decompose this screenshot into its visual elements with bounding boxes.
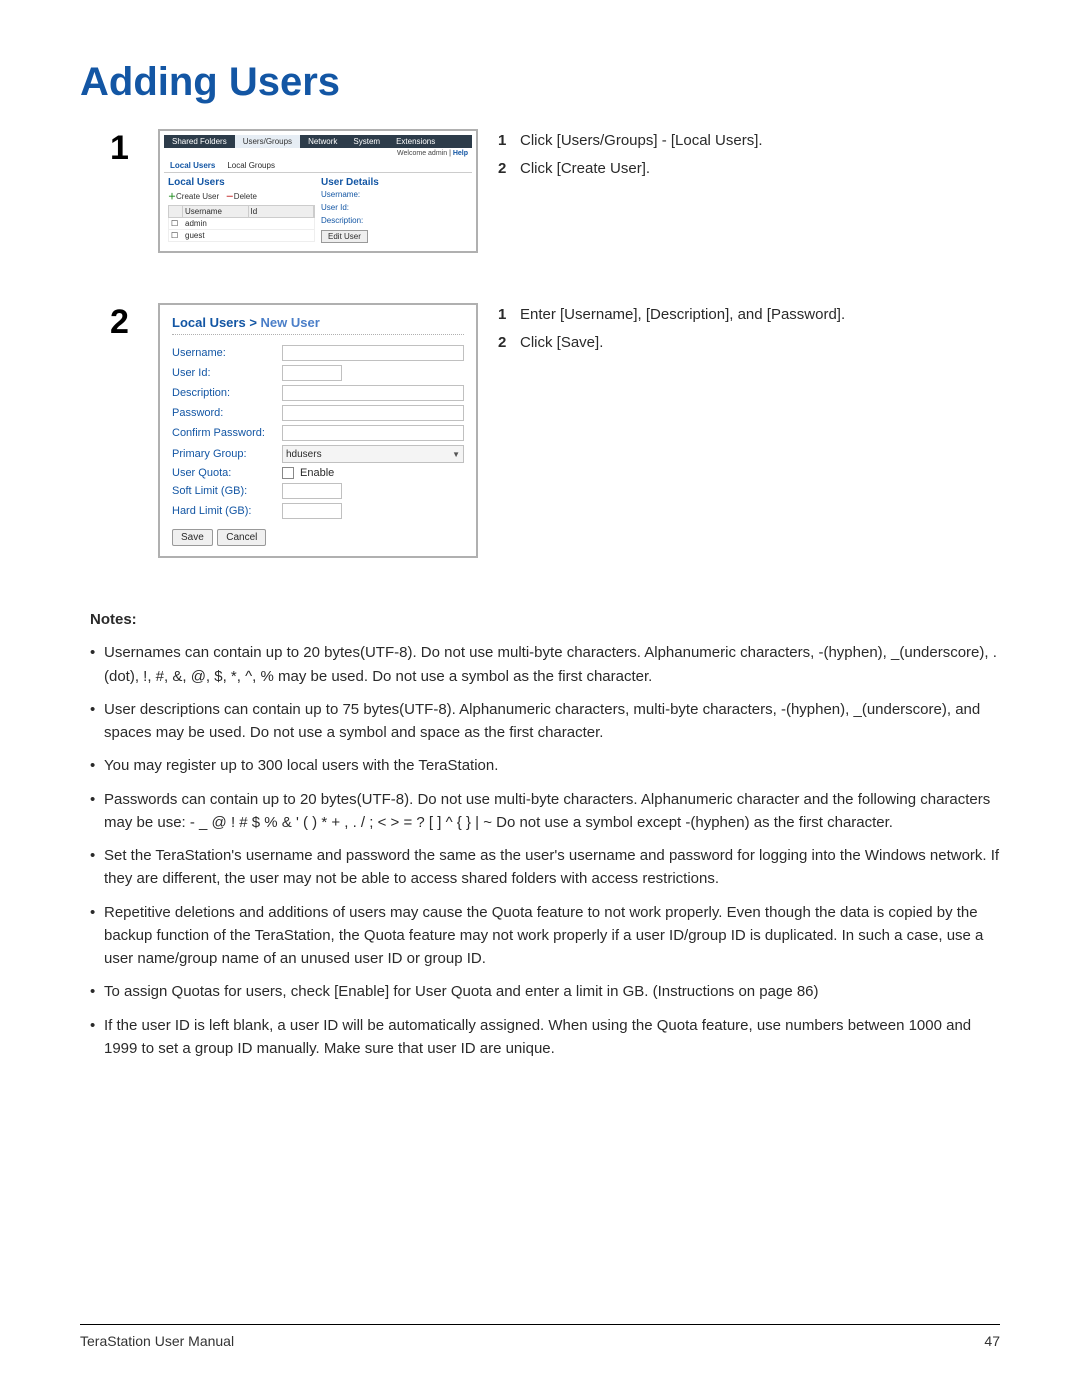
confirm-password-field <box>282 425 464 441</box>
welcome-text: Welcome admin <box>397 150 447 157</box>
form-label: Description: <box>172 387 282 399</box>
form-title-a: Local Users <box>172 315 246 330</box>
step-1-instructions: 1 Click [Users/Groups] - [Local Users]. … <box>498 129 1000 185</box>
note-item: User descriptions can contain up to 75 b… <box>90 698 1000 745</box>
mini-tab: Network <box>300 135 345 148</box>
mini-subtab: Local Users <box>164 159 221 172</box>
instr-text: Enter [Username], [Description], and [Pa… <box>520 303 845 327</box>
local-users-heading: Local Users <box>168 177 315 188</box>
step-1-screenshot: Shared Folders Users/Groups Network Syst… <box>158 129 478 253</box>
userid-field <box>282 365 342 381</box>
description-field <box>282 385 464 401</box>
password-field <box>282 405 464 421</box>
detail-label: Username: <box>321 190 360 199</box>
instr-text: Click [Create User]. <box>520 157 650 181</box>
instr-num: 1 <box>498 303 512 327</box>
col-id: Id <box>249 206 315 217</box>
softlimit-field <box>282 483 342 499</box>
form-buttons: Save Cancel <box>172 527 464 546</box>
username-field <box>282 345 464 361</box>
page-footer: TeraStation User Manual 47 <box>80 1324 1000 1349</box>
note-item: If the user ID is left blank, a user ID … <box>90 1014 1000 1061</box>
note-item: Usernames can contain up to 20 bytes(UTF… <box>90 641 1000 688</box>
note-item: Repetitive deletions and additions of us… <box>90 901 1000 971</box>
footer-page-number: 47 <box>984 1333 1000 1349</box>
quota-checkbox <box>282 467 294 479</box>
form-label: Username: <box>172 347 282 359</box>
note-item: You may register up to 300 local users w… <box>90 754 1000 777</box>
cell-username: guest <box>183 230 249 241</box>
select-value: hdusers <box>286 449 322 460</box>
form-title-sep: > <box>249 315 257 330</box>
mini-tab: Users/Groups <box>235 135 300 148</box>
minus-icon: － <box>226 192 234 201</box>
delete-label: Delete <box>234 192 257 201</box>
mini-tab: Extensions <box>388 135 443 148</box>
mini-tab: Shared Folders <box>164 135 235 148</box>
detail-label: User Id: <box>321 203 349 212</box>
footer-left: TeraStation User Manual <box>80 1333 234 1349</box>
form-label: Hard Limit (GB): <box>172 505 282 517</box>
notes-heading: Notes: <box>90 608 1000 631</box>
form-label: Primary Group: <box>172 448 282 460</box>
notes-block: Notes: Usernames can contain up to 20 by… <box>90 608 1000 1060</box>
mini-top-right: Welcome admin | Help <box>164 148 472 159</box>
step-1-row: 1 Shared Folders Users/Groups Network Sy… <box>110 129 1000 253</box>
plus-icon: ＋ <box>168 192 176 201</box>
note-item: To assign Quotas for users, check [Enabl… <box>90 980 1000 1003</box>
save-button: Save <box>172 529 213 546</box>
note-item: Passwords can contain up to 20 bytes(UTF… <box>90 788 1000 835</box>
step-2-row: 2 Local Users > New User Username: User … <box>110 303 1000 558</box>
cell-username: admin <box>183 218 249 229</box>
mini-subtab: Local Groups <box>221 159 281 172</box>
instr-text: Click [Users/Groups] - [Local Users]. <box>520 129 763 153</box>
mini-subtabs: Local Users Local Groups <box>164 159 472 173</box>
form-label: Confirm Password: <box>172 427 282 439</box>
step-2-screenshot: Local Users > New User Username: User Id… <box>158 303 478 558</box>
quota-check-label: Enable <box>300 467 334 479</box>
hardlimit-field <box>282 503 342 519</box>
instr-text: Click [Save]. <box>520 331 603 355</box>
form-title: Local Users > New User <box>172 315 464 330</box>
instr-num: 1 <box>498 129 512 153</box>
form-label: User Quota: <box>172 467 282 479</box>
form-label: Password: <box>172 407 282 419</box>
form-title-b: New User <box>261 315 320 330</box>
edit-user-button: Edit User <box>321 230 368 243</box>
table-row: ☐ admin <box>168 218 315 230</box>
form-label: User Id: <box>172 367 282 379</box>
cancel-button: Cancel <box>217 529 266 546</box>
mini-tabs: Shared Folders Users/Groups Network Syst… <box>164 135 472 148</box>
instr-num: 2 <box>498 157 512 181</box>
col-username: Username <box>183 206 249 217</box>
chevron-down-icon: ▼ <box>452 450 460 459</box>
create-user-label: Create User <box>176 192 219 201</box>
detail-label: Description: <box>321 216 363 225</box>
mini-table-head: Username Id <box>168 205 315 218</box>
form-label: Soft Limit (GB): <box>172 485 282 497</box>
note-item: Set the TeraStation's username and passw… <box>90 844 1000 891</box>
step-1-number: 1 <box>110 129 138 168</box>
mini-toolbar: ＋Create User －Delete <box>168 191 315 202</box>
help-icon: Help <box>453 150 468 157</box>
primary-group-select: hdusers ▼ <box>282 445 464 463</box>
page-title: Adding Users <box>80 60 1000 105</box>
instr-num: 2 <box>498 331 512 355</box>
mini-tab: System <box>345 135 388 148</box>
step-2-instructions: 1 Enter [Username], [Description], and [… <box>498 303 1000 359</box>
user-details-heading: User Details <box>321 177 468 188</box>
table-row: ☐ guest <box>168 230 315 242</box>
step-2-number: 2 <box>110 303 138 342</box>
